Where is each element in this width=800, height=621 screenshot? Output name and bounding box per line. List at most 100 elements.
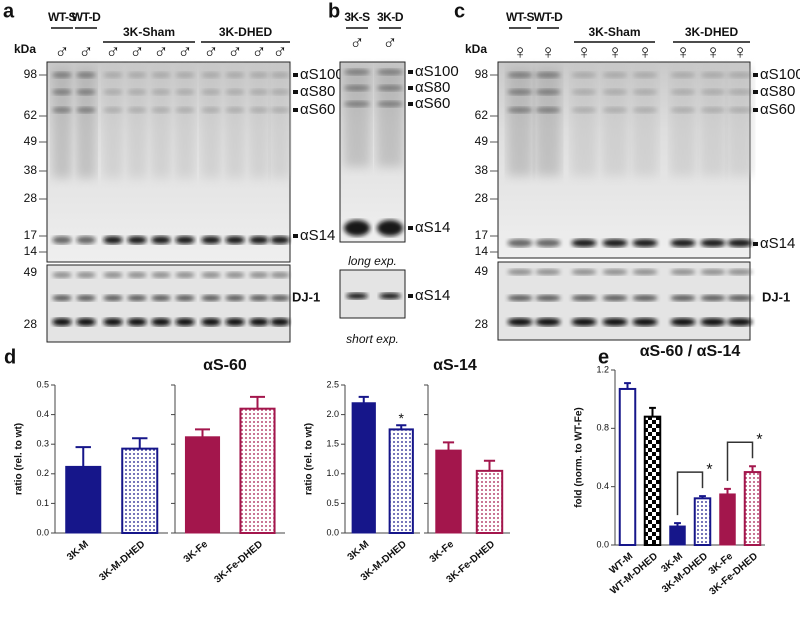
band-14 bbox=[377, 220, 403, 236]
panel-label: c bbox=[454, 0, 465, 22]
band-pointer bbox=[293, 90, 298, 94]
error-bar bbox=[724, 487, 731, 494]
load-band bbox=[727, 269, 753, 275]
load-band bbox=[571, 295, 597, 301]
band-14 bbox=[727, 239, 753, 247]
load-band bbox=[201, 318, 221, 326]
sex-symbol: ♀ bbox=[676, 41, 691, 63]
load-band bbox=[151, 272, 171, 278]
smear bbox=[344, 68, 370, 167]
band bbox=[571, 72, 597, 78]
band-14 bbox=[52, 236, 72, 244]
band bbox=[507, 89, 533, 95]
panel-label: a bbox=[3, 0, 15, 22]
band-pointer bbox=[293, 108, 298, 112]
band bbox=[670, 107, 696, 113]
sig-bracket bbox=[726, 441, 754, 481]
band bbox=[103, 72, 123, 78]
marker-label: 49 bbox=[24, 134, 38, 148]
chart-title: αS-60 / αS-14 bbox=[640, 343, 741, 360]
band bbox=[571, 107, 597, 113]
y-tick-label: 0.4 bbox=[36, 409, 49, 419]
load-band bbox=[535, 318, 561, 326]
band bbox=[52, 89, 72, 95]
band-label: αS80 bbox=[300, 83, 335, 100]
load-band bbox=[127, 295, 147, 301]
load-band bbox=[727, 295, 753, 301]
band bbox=[175, 89, 195, 95]
band-label: αS100 bbox=[415, 63, 459, 80]
panel-label: e bbox=[598, 346, 609, 368]
band bbox=[344, 101, 370, 107]
band bbox=[249, 89, 269, 95]
band-pointer bbox=[293, 234, 298, 238]
error-bar bbox=[749, 465, 756, 473]
band bbox=[571, 89, 597, 95]
smear bbox=[535, 68, 561, 176]
load-band bbox=[52, 272, 72, 278]
load-band bbox=[225, 318, 245, 326]
x-tick-label: 3K-Fe bbox=[182, 539, 211, 566]
band bbox=[127, 72, 147, 78]
load-band bbox=[175, 272, 195, 278]
band bbox=[201, 107, 221, 113]
load-band bbox=[602, 318, 628, 326]
load-band bbox=[727, 318, 753, 326]
band bbox=[127, 89, 147, 95]
bar bbox=[388, 428, 414, 534]
load-band bbox=[632, 318, 658, 326]
smear bbox=[377, 68, 403, 167]
lane-label: WT-D bbox=[72, 10, 101, 24]
error-bar bbox=[674, 522, 681, 527]
marker-label: 28 bbox=[475, 191, 489, 205]
band bbox=[700, 89, 726, 95]
band-pointer bbox=[408, 226, 413, 230]
y-tick-label: 0.4 bbox=[596, 481, 609, 491]
y-axis-label: ratio (rel. to wt) bbox=[304, 423, 315, 495]
band bbox=[225, 107, 245, 113]
group-label: 3K-Sham bbox=[588, 25, 640, 39]
chart-title: αS-14 bbox=[433, 357, 477, 374]
band-label: αS60 bbox=[415, 95, 450, 112]
band bbox=[52, 72, 72, 78]
marker-label: 38 bbox=[24, 163, 38, 177]
band-label: αS14 bbox=[415, 219, 450, 236]
band bbox=[249, 107, 269, 113]
sex-symbol: ♀ bbox=[638, 41, 653, 63]
error-bar bbox=[358, 395, 369, 403]
band bbox=[225, 72, 245, 78]
sex-symbol: ♀ bbox=[608, 41, 623, 63]
band-14-short bbox=[379, 293, 401, 299]
band-pointer bbox=[753, 108, 758, 112]
group-label: 3K-Sham bbox=[123, 25, 175, 39]
smear bbox=[602, 68, 628, 176]
load-band bbox=[127, 318, 147, 326]
kda-label: kDa bbox=[14, 42, 36, 56]
y-tick-label: 0.8 bbox=[596, 423, 609, 433]
lane-label: 3K-S bbox=[344, 10, 370, 24]
band bbox=[76, 72, 96, 78]
smear bbox=[103, 68, 123, 178]
marker-label: 14 bbox=[475, 244, 489, 258]
load-band bbox=[151, 295, 171, 301]
band-pointer bbox=[408, 70, 413, 74]
load-band bbox=[700, 318, 726, 326]
band bbox=[632, 107, 658, 113]
band-14 bbox=[127, 236, 147, 244]
band-label: αS14 bbox=[760, 235, 795, 252]
band bbox=[201, 72, 221, 78]
y-tick-label: 1.2 bbox=[596, 364, 609, 374]
bar bbox=[351, 402, 376, 534]
smear bbox=[151, 68, 171, 178]
band bbox=[377, 85, 403, 91]
band bbox=[344, 69, 370, 75]
sex-symbol: ♂ bbox=[178, 41, 193, 63]
band bbox=[602, 72, 628, 78]
sex-symbol: ♂ bbox=[273, 41, 288, 63]
band-14 bbox=[507, 239, 533, 247]
x-tick-label: 3K-M-DHED bbox=[97, 539, 147, 583]
sex-symbol: ♀ bbox=[513, 41, 528, 63]
y-tick-label: 0.5 bbox=[36, 379, 49, 389]
bar bbox=[719, 493, 736, 546]
exposure-label: short exp. bbox=[346, 332, 399, 346]
